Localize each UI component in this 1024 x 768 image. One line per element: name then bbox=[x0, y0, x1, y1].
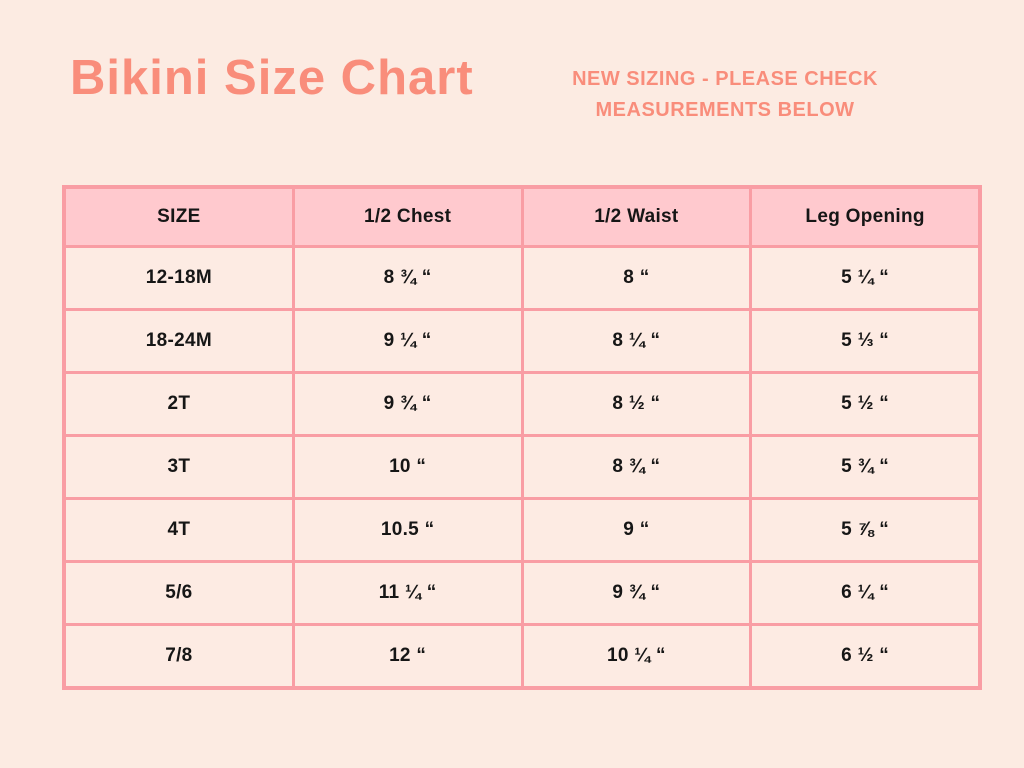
table-cell: 12-18M bbox=[66, 248, 292, 308]
table-cell: 9 “ bbox=[523, 500, 750, 560]
table-cell: 5 ⅓ “ bbox=[752, 311, 978, 371]
table-cell: 8 ¼ “ bbox=[523, 311, 750, 371]
table-cell: 9 ¾ “ bbox=[523, 563, 750, 623]
column-header-half-waist: 1/2 Waist bbox=[523, 189, 750, 245]
table-cell: 10 ¼ “ bbox=[523, 626, 750, 686]
table-cell: 4T bbox=[66, 500, 292, 560]
table-cell: 7/8 bbox=[66, 626, 292, 686]
table-cell: 9 ¾ “ bbox=[294, 374, 521, 434]
size-chart-table: SIZE 1/2 Chest 1/2 Waist Leg Opening 12-… bbox=[62, 185, 982, 690]
subtitle-line-2: MEASUREMENTS BELOW bbox=[595, 99, 855, 121]
column-header-size: SIZE bbox=[66, 189, 292, 245]
column-header-leg-opening: Leg Opening bbox=[752, 189, 978, 245]
table-cell: 5/6 bbox=[66, 563, 292, 623]
page-title: Bikini Size Chart bbox=[70, 51, 474, 105]
column-header-half-chest: 1/2 Chest bbox=[294, 189, 521, 245]
table-cell: 5 ¾ “ bbox=[752, 437, 978, 497]
table-cell: 8 “ bbox=[523, 248, 750, 308]
table-cell: 8 ¾ “ bbox=[523, 437, 750, 497]
table-cell: 6 ¼ “ bbox=[752, 563, 978, 623]
table-cell: 3T bbox=[66, 437, 292, 497]
page-subtitle: NEW SIZING - PLEASE CHECK MEASUREMENTS B… bbox=[540, 64, 910, 126]
table-cell: 2T bbox=[66, 374, 292, 434]
table-cell: 5 ½ “ bbox=[752, 374, 978, 434]
table-cell: 6 ½ “ bbox=[752, 626, 978, 686]
table-cell: 8 ¾ “ bbox=[294, 248, 521, 308]
table-cell: 5 ⅞ “ bbox=[752, 500, 978, 560]
table-cell: 11 ¼ “ bbox=[294, 563, 521, 623]
table-cell: 8 ½ “ bbox=[523, 374, 750, 434]
table-cell: 18-24M bbox=[66, 311, 292, 371]
table-cell: 12 “ bbox=[294, 626, 521, 686]
subtitle-line-1: NEW SIZING - PLEASE CHECK bbox=[572, 68, 878, 90]
table-cell: 10 “ bbox=[294, 437, 521, 497]
table-cell: 9 ¼ “ bbox=[294, 311, 521, 371]
table-cell: 10.5 “ bbox=[294, 500, 521, 560]
table-cell: 5 ¼ “ bbox=[752, 248, 978, 308]
